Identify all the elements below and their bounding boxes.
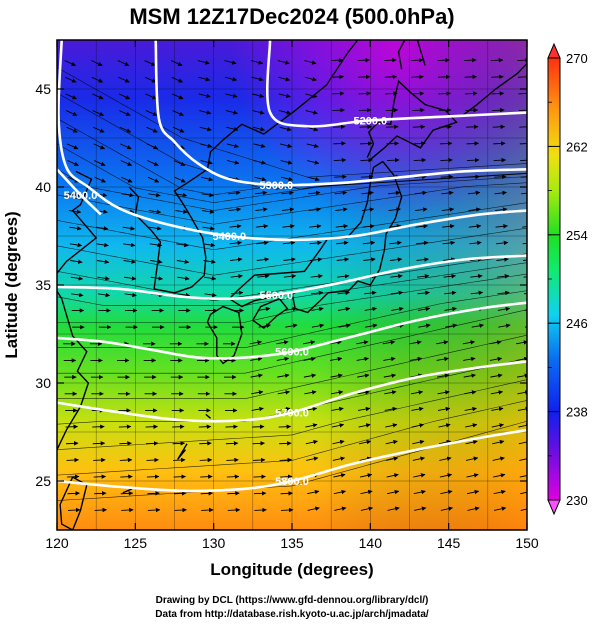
x-tick-label: 135 <box>280 535 304 551</box>
coastline-segment <box>128 139 224 294</box>
coastline-segment <box>122 488 133 494</box>
x-axis-ticks: 120 125 130 135 140 145 150 <box>45 40 539 551</box>
colorbar-tick-label: 262 <box>566 139 588 154</box>
coastline-segment <box>397 40 406 70</box>
coastline-segment <box>416 40 426 66</box>
contour-label: 5600.0 <box>275 347 309 359</box>
y-axis-ticks: 25 30 35 40 45 <box>35 81 527 489</box>
y-axis-label: Latitude (degrees) <box>2 211 21 358</box>
contour-label: 5800.0 <box>275 476 309 488</box>
contour-line <box>57 168 102 216</box>
contour-line <box>265 40 527 128</box>
x-tick-label: 125 <box>124 535 148 551</box>
credit-data: Data from http://database.rish.kyoto-u.a… <box>155 609 429 620</box>
contour-line <box>154 40 527 187</box>
coastline-segment <box>252 297 289 330</box>
coastlines <box>57 40 527 530</box>
y-tick-label: 40 <box>35 179 51 195</box>
contour-label: 5400.0 <box>64 190 98 202</box>
colorbar-gradient <box>548 58 560 500</box>
contour-line <box>57 428 527 493</box>
colorbar-ticks: 270 262 254 246 238 230 <box>548 51 588 508</box>
x-tick-label: 150 <box>515 535 539 551</box>
y-tick-label: 25 <box>35 473 51 489</box>
colorbar: 270 262 254 246 238 230 <box>547 42 588 516</box>
coastline-segment <box>366 79 458 161</box>
y-tick-label: 35 <box>35 277 51 293</box>
colorbar-bottom-triangle <box>547 499 561 516</box>
colorbar-tick-label: 270 <box>566 51 588 66</box>
figure-title: MSM 12Z17Dec2024 (500.0hPa) <box>129 4 454 29</box>
coastline-segment <box>57 170 98 450</box>
colorbar-tick-label: 238 <box>566 405 588 420</box>
lat-lon-gridlines <box>57 40 527 530</box>
x-tick-label: 140 <box>359 535 383 551</box>
x-tick-label: 130 <box>202 535 226 551</box>
contour-label: 5300.0 <box>260 180 294 192</box>
contour-line <box>57 254 527 301</box>
contour-line <box>57 360 527 423</box>
x-tick-label: 120 <box>45 535 69 551</box>
contour-line <box>57 40 527 242</box>
x-axis-label: Longitude (degrees) <box>210 560 373 579</box>
contour-label: 5500.0 <box>260 290 294 302</box>
y-tick-label: 45 <box>35 81 51 97</box>
y-tick-label: 30 <box>35 375 51 391</box>
credit-drawing: Drawing by DCL (https://www.gfd-dennou.o… <box>156 595 429 606</box>
colorbar-tick-label: 230 <box>566 493 588 508</box>
coastline-segment <box>205 413 211 419</box>
colorbar-top-triangle <box>547 42 561 59</box>
height-contours: 5200.0 5300.0 5400.0 5400.0 5500.0 5600.0 5700… <box>57 40 527 493</box>
contour-label: 5400.0 <box>213 231 247 243</box>
colorbar-tick-label: 254 <box>566 228 588 243</box>
coastline-segment <box>177 443 188 460</box>
plot-area: 5200.0 5300.0 5400.0 5400.0 5500.0 5600.0 5700… <box>57 40 527 530</box>
x-tick-label: 145 <box>437 535 461 551</box>
contour-label: 5200.0 <box>354 115 388 127</box>
contour-label: 5700.0 <box>275 407 309 419</box>
contour-line <box>57 301 527 360</box>
colorbar-tick-label: 246 <box>566 316 588 331</box>
coastline-segment <box>222 40 359 141</box>
coastline-segment <box>460 63 527 117</box>
